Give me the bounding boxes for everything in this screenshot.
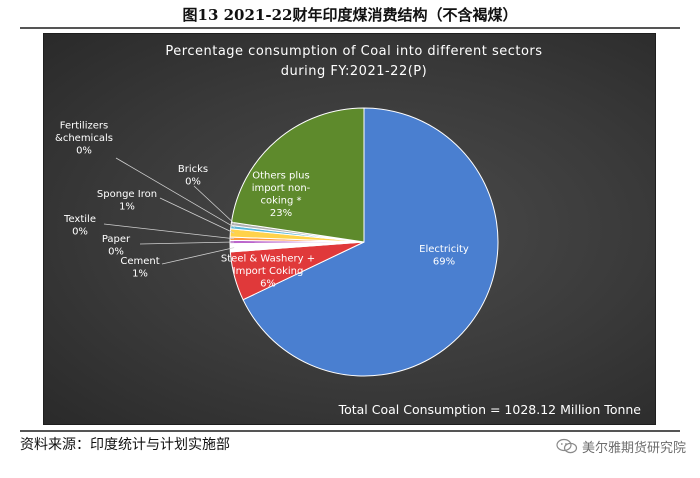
slice-label-line: 0% [72,226,88,237]
slice-label-line: Cement [120,256,159,267]
slice-label-line: 1% [132,268,148,279]
slice-label-line: Bricks [178,164,208,175]
leader-line-paper [139,241,235,245]
slice-label-paper: Paper 0% [102,234,131,258]
slice-label-others-plus: Others plus import non-coking * 23% [252,170,311,219]
watermark-text: 美尔雅期货研究院 [581,440,686,456]
slice-label-line: Fertilizers [60,121,108,132]
slice-label-steel-washery: Steel & Washery + Import Coking 6% [221,254,315,290]
slice-label-line: Others plus [252,170,309,181]
chart-title-line-2: during FY:2021-22(P) [281,64,427,79]
slice-label-line: 0% [108,246,124,257]
total-consumption-note: Total Coal Consumption = 1028.12 Million… [338,402,642,417]
slice-label-textile: Textile 0% [63,214,96,238]
wechat-icon [556,438,578,454]
leader-line-sponge-iron [159,197,235,234]
chart-title-line-1: Percentage consumption of Coal into diff… [165,44,542,59]
title-rule-top [20,27,680,29]
pie-slices [229,107,499,377]
leader-line-bricks [193,185,236,225]
slice-label-line: 0% [76,146,92,157]
slice-label-line: 1% [119,201,135,212]
pie-slice-others-plus [230,107,365,243]
pie-chart: Percentage consumption of Coal into diff… [55,44,642,417]
slice-label-line: Textile [63,214,96,225]
slice-label-line: Import Coking [233,266,304,277]
slice-label-line: 6% [260,279,276,290]
figure-title: 图13 2021-22财年印度煤消费结构（不含褐煤） [182,5,518,24]
leader-line-cement [161,247,235,265]
slice-label-fertilizers: Fertilizers &chemicals 0% [55,121,113,157]
slice-label-line: 23% [270,208,292,219]
leader-line-fertilizers [115,157,236,228]
slice-label-line: Steel & Washery + [221,254,315,265]
source-note: 资料来源：印度统计与计划实施部 [20,437,230,453]
pie-slice-electricity [242,107,499,377]
slice-label-cement: Cement 1% [120,256,159,280]
slice-label-line: coking * [260,195,301,206]
slice-label-electricity: Electricity 69% [419,244,469,268]
leader-line-textile [103,223,235,240]
slice-labels: Electricity 69% Steel & Washery + Import Co… [55,121,469,290]
slice-label-bricks: Bricks 0% [178,164,208,188]
slice-label-sponge-iron: Sponge Iron 1% [97,189,157,213]
slice-label-line: Paper [102,234,131,245]
title-rule-bottom [20,430,680,432]
slice-label-line: import non- [252,183,311,194]
slice-label-line: &chemicals [55,133,113,144]
slice-label-line: Sponge Iron [97,189,157,200]
watermark: 美尔雅期货研究院 [556,436,686,456]
leader-lines [103,157,236,265]
chart-panel: Percentage consumption of Coal into diff… [43,33,656,425]
slice-label-line: 69% [433,256,455,267]
slice-label-line: Electricity [419,244,469,255]
slice-label-line: 0% [185,176,201,187]
